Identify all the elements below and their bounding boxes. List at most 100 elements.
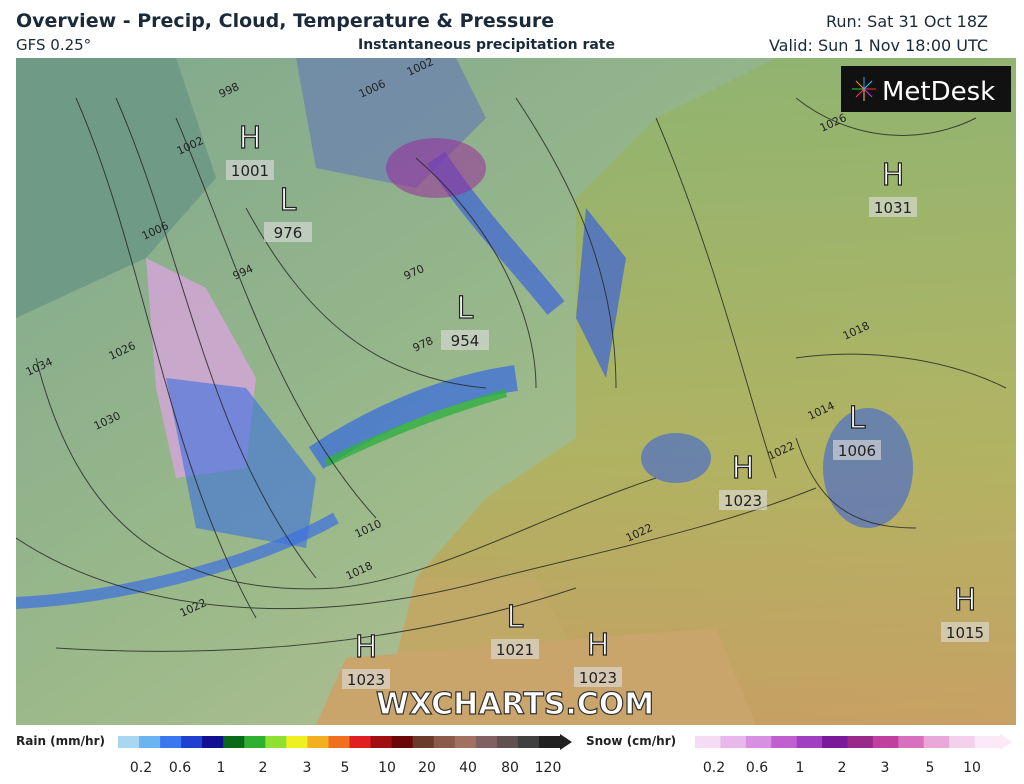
rain-swatch: [328, 736, 351, 748]
snow-swatch: [949, 736, 976, 748]
rain-swatch: [286, 736, 308, 748]
logo-text: MetDesk: [882, 77, 995, 107]
center-box: [574, 667, 622, 687]
center-pressure: 976: [274, 224, 303, 242]
rain-swatch: [391, 736, 414, 748]
legend: 0.2 0.6 1 2 3 5 10 20 40 80 120 0.2 0.6 1 2 3 5 10: [118, 734, 1012, 776]
center-box: [941, 622, 989, 642]
continent: [416, 58, 1016, 725]
title: Overview - Precip, Cloud, Temperature & …: [16, 10, 555, 32]
product: Instantaneous precipitation rate: [358, 37, 615, 53]
rain-swatch: [433, 736, 456, 748]
rain-band: [16, 512, 339, 609]
center-type: H: [355, 630, 378, 665]
rain-tick: 10: [378, 760, 396, 776]
rain-tick: 5: [341, 760, 350, 776]
logo-icon: [852, 77, 876, 101]
snow-swatch: [796, 736, 823, 748]
valid-time: Valid: Sun 1 Nov 18:00 UTC: [768, 36, 988, 55]
rain-tick: 20: [418, 760, 436, 776]
snow-tick: 3: [881, 760, 890, 776]
center-pressure: 1023: [347, 671, 385, 689]
center-pressure: 954: [451, 332, 480, 350]
rain-label: Rain (mm/hr): [16, 734, 105, 748]
snow-swatch: [695, 736, 721, 748]
rain-tick: 1: [217, 760, 226, 776]
rain-swatch: [307, 736, 329, 748]
rain-swatch: [370, 736, 393, 748]
snow-swatch: [923, 736, 950, 748]
rain-swatch: [412, 736, 435, 748]
center-pressure: 1023: [724, 492, 762, 510]
center-type: L: [507, 600, 524, 635]
rain-area: [576, 208, 626, 378]
snow-tick: 2: [838, 760, 847, 776]
rain-swatch: [265, 736, 287, 748]
snow-tick: 5: [926, 760, 935, 776]
rain-band: [308, 365, 518, 469]
center-pressure: 1031: [874, 199, 912, 217]
snow-swatch: [720, 736, 747, 748]
rain-swatch: [496, 736, 519, 748]
snow-tick: 0.2: [703, 760, 725, 776]
rain-swatch-arrow: [560, 734, 572, 750]
center-type: H: [239, 121, 262, 156]
center-box: [226, 160, 274, 180]
rain-tick: 3: [303, 760, 312, 776]
center-type: L: [280, 183, 297, 218]
rain-swatch: [223, 736, 245, 748]
snow-area: [386, 138, 486, 198]
rain-swatch: [244, 736, 266, 748]
snow-tick: 0.6: [746, 760, 768, 776]
snow-swatch: [872, 736, 899, 748]
snow-tick: 1: [796, 760, 805, 776]
rain-swatch: [202, 736, 224, 748]
rain-tick: 0.6: [169, 760, 191, 776]
watermark: WXCHARTS.COM: [376, 687, 654, 722]
center-box: [833, 440, 881, 460]
rain-area: [641, 433, 711, 483]
run-time: Run: Sat 31 Oct 18Z: [826, 12, 988, 31]
center-box: [441, 330, 489, 350]
rain-tick: 2: [259, 760, 268, 776]
snow-swatch: [771, 736, 798, 748]
rain-tick: 120: [535, 760, 562, 776]
snow-swatch: [745, 736, 772, 748]
rain-area: [823, 408, 913, 528]
snow-label: Snow (cm/hr): [586, 734, 677, 748]
snow-tick: 10: [963, 760, 981, 776]
rain-swatch: [349, 736, 372, 748]
center-pressure: 1006: [838, 442, 876, 460]
snow-swatch: [898, 736, 925, 748]
center-box: [264, 222, 312, 242]
rain-swatch: [517, 736, 540, 748]
snow-swatch: [847, 736, 874, 748]
rain-band: [324, 389, 508, 467]
rain-swatch: [538, 736, 561, 748]
center-type: H: [954, 583, 977, 618]
center-type: L: [457, 291, 474, 326]
center-box: [719, 490, 767, 510]
rain-tick: 0.2: [130, 760, 152, 776]
center-pressure: 1021: [496, 641, 534, 659]
center-pressure: 1023: [579, 669, 617, 687]
greenland-region: [16, 58, 216, 318]
center-box: [491, 639, 539, 659]
center-type: H: [732, 451, 755, 486]
rain-swatch: [454, 736, 477, 748]
pressure-centers: H 1001 L 976 L 954 H 1031 L 1006 H 1023 H 1015 L 1021 H 1…: [226, 120, 989, 689]
rain-swatch: [475, 736, 498, 748]
center-type: H: [587, 628, 610, 663]
rain-swatch: [118, 736, 140, 748]
isobars: [16, 97, 1007, 652]
model: GFS 0.25°: [16, 36, 92, 54]
rain-swatch: [139, 736, 161, 748]
center-type: L: [849, 401, 866, 436]
center-box: [342, 669, 390, 689]
center-pressure: 1001: [231, 162, 269, 180]
center-box: [869, 197, 917, 217]
snow-swatch: [974, 736, 1001, 748]
rain-tick: 80: [501, 760, 519, 776]
